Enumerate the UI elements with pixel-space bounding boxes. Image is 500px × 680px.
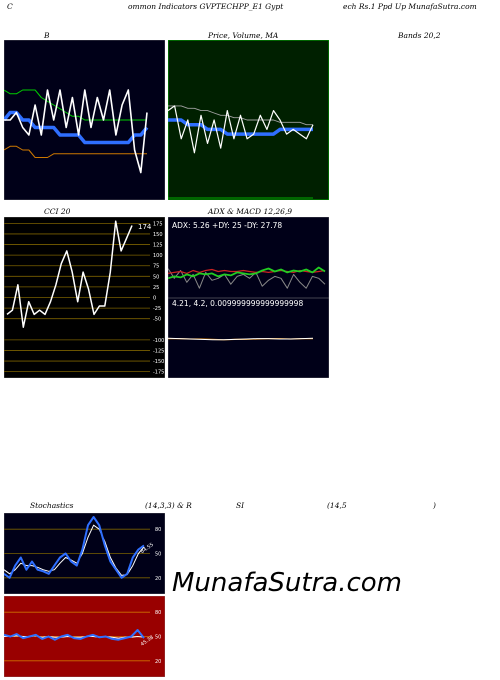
header-letter: C [7, 2, 13, 11]
cci-tick-label: 150 [153, 232, 163, 238]
cci-tick-label: -150 [153, 359, 164, 365]
rsi-main-line [4, 629, 145, 641]
rsi-tick-label: 20 [155, 659, 161, 665]
macd-values-label: 4.21, 4.2, 0.009999999999999998 [172, 299, 303, 308]
bands-title-right: Bands 20,2 [398, 31, 441, 40]
rsi-tick-label: 80 [155, 610, 161, 616]
stochastics-main-line [4, 516, 145, 579]
cci-tick-label: 75 [153, 264, 159, 270]
adx-panel: ADX: 5.26 +DY: 25 -DY: 27.78 [168, 217, 329, 298]
cci-panel: 175 150 125 100 75 50 25 0 -25 -50 -100 -125 -150 -17… [4, 217, 165, 378]
bands-panel [4, 40, 165, 200]
cci-tick-label: -125 [153, 348, 164, 354]
cci-title: CCI 20 [44, 207, 71, 216]
cci-tick-label: 100 [153, 253, 163, 259]
cci-tick-label: -175 [153, 370, 164, 376]
stochastics-signal-line [4, 524, 145, 576]
rsi-tick-label: 50 [155, 635, 161, 641]
stochastics-tick-label: 50 [155, 552, 161, 558]
cci-tick-label: -50 [153, 317, 161, 323]
header-site: ech Rs.1 Ppd Up MunafaSutra.com [343, 2, 477, 11]
middle-band-line [4, 110, 149, 145]
price-panel [168, 40, 329, 200]
rsi-title: SI [236, 501, 245, 510]
stochastics-title: Stochastics [30, 501, 74, 510]
cci-tick-label: -25 [153, 306, 161, 312]
stoch-params: (14,3,3) & R [145, 501, 192, 510]
watermark: MunafaSutra.com [172, 568, 403, 598]
ma-long-line [168, 105, 313, 126]
cci-tick-label: 25 [153, 285, 159, 291]
rsi-params: (14,5 [327, 501, 347, 510]
cci-tick-label: 0 [153, 296, 156, 302]
adx-macd-title: ADX & MACD 12,26,9 [208, 207, 293, 216]
cci-last-value: 174 [138, 223, 152, 231]
stochastics-tick-label: 20 [155, 576, 161, 582]
macd-line [168, 337, 314, 341]
plus-di-line [168, 266, 326, 280]
adx-values-label: ADX: 5.26 +DY: 25 -DY: 27.78 [172, 221, 282, 230]
price-volume-ma-title: Price, Volume, MA [208, 31, 279, 40]
bands-title-left: B [44, 31, 50, 40]
cci-line [6, 220, 133, 328]
price-line [168, 105, 314, 154]
cci-tick-label: -100 [153, 338, 164, 344]
header-title: ommon Indicators GVPTECHPP_E1 Gypt [128, 2, 284, 11]
price-line [4, 89, 148, 174]
ma-short-line [168, 118, 313, 136]
cci-tick-label: 50 [153, 274, 159, 280]
cci-tick-label: 125 [153, 243, 163, 249]
lower-band-line [4, 145, 147, 158]
stochastics-tick-label: 80 [155, 527, 161, 533]
macd-panel: 4.21, 4.2, 0.009999999999999998 [168, 298, 329, 378]
close-paren: ) [433, 501, 436, 510]
cci-tick-label: 175 [153, 221, 163, 227]
